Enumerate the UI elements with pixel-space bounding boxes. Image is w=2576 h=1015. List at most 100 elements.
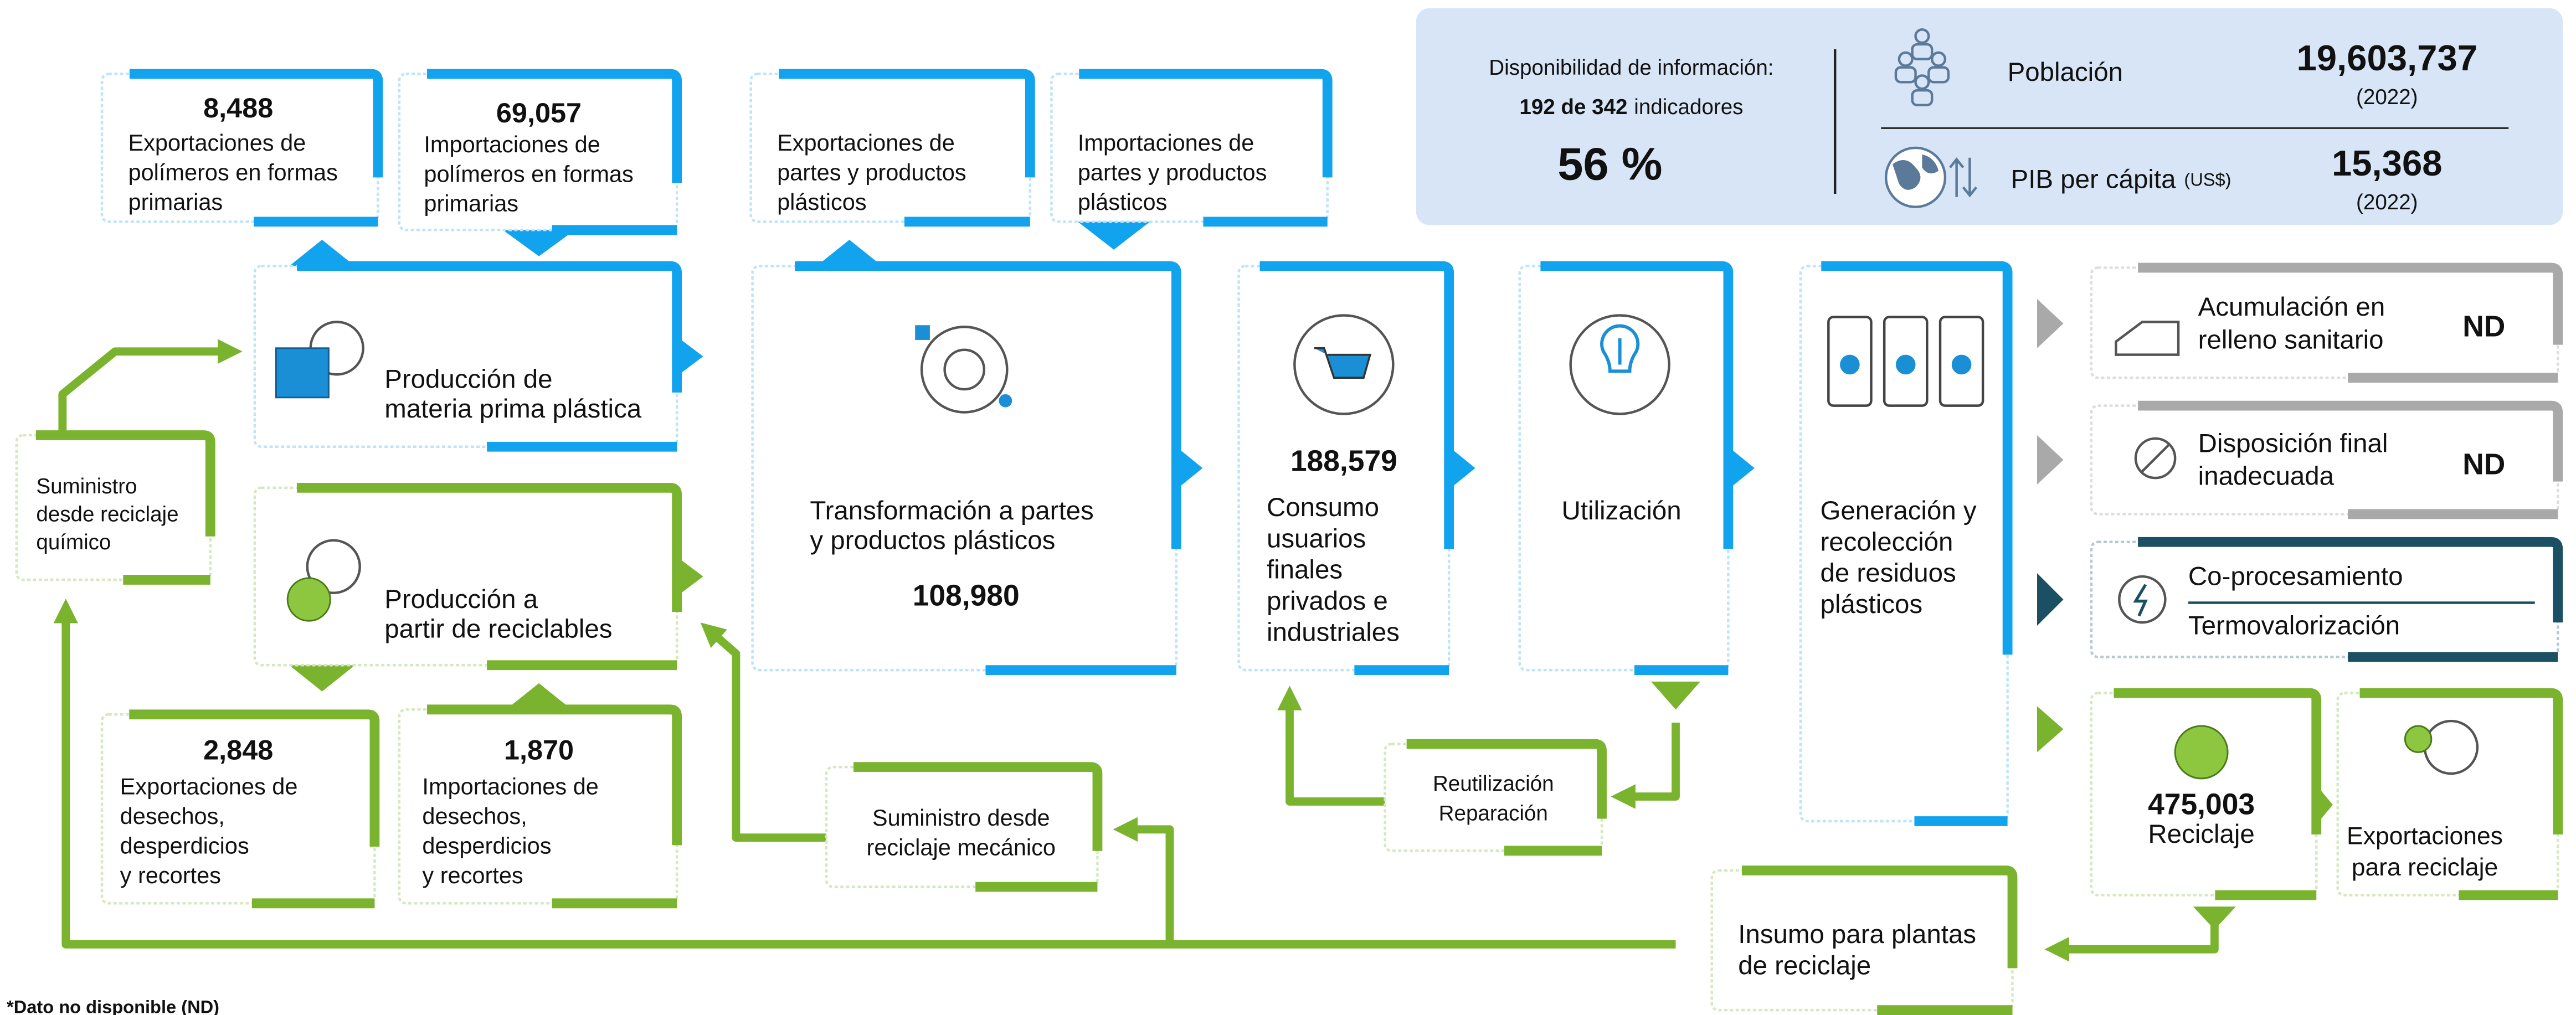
process-icon bbox=[943, 348, 986, 391]
info-label: Disponibilidad de información: bbox=[1489, 56, 1773, 80]
box-value: 69,057 bbox=[496, 97, 582, 128]
box-text: Co-procesamiento bbox=[2188, 562, 2403, 591]
box-text: privados e bbox=[1267, 586, 1388, 616]
box-text: Consumo bbox=[1267, 493, 1379, 522]
box-text: Suministro bbox=[36, 475, 137, 498]
box-accent bbox=[1406, 739, 1607, 819]
box-text: plásticos bbox=[1820, 590, 1922, 619]
process-icon bbox=[999, 394, 1012, 408]
cart-icon bbox=[1314, 347, 1372, 379]
box-accent bbox=[2138, 537, 2563, 623]
box-text: y recortes bbox=[422, 862, 523, 888]
box-accent bbox=[2138, 400, 2563, 482]
flow-arrow bbox=[53, 599, 1676, 949]
person-icon bbox=[1898, 51, 1914, 67]
box-text: desde reciclaje bbox=[36, 503, 178, 527]
gear-icon bbox=[306, 539, 361, 594]
person-icon bbox=[1927, 66, 1950, 84]
flow-arrow bbox=[58, 339, 243, 435]
gdp-year: (2022) bbox=[2356, 190, 2418, 214]
box-text: y recortes bbox=[120, 862, 221, 888]
process-icon bbox=[915, 325, 930, 340]
chevron bbox=[677, 557, 703, 596]
box-value: 2,848 bbox=[203, 734, 273, 766]
box-text: Insumo para plantas bbox=[1738, 920, 1976, 949]
box-text: de residuos bbox=[1820, 559, 1956, 588]
box-text: Exportaciones bbox=[2347, 822, 2503, 849]
box-accent bbox=[2138, 262, 2563, 345]
bin-icon bbox=[1951, 354, 1972, 375]
population-year: (2022) bbox=[2356, 85, 2418, 109]
box-accent bbox=[35, 430, 215, 537]
box-accent bbox=[1821, 261, 2013, 655]
box-accent bbox=[427, 704, 682, 846]
person-icon bbox=[1914, 28, 1930, 44]
box-accent bbox=[297, 261, 682, 393]
chevron bbox=[289, 240, 355, 266]
globe-icon bbox=[1892, 154, 1939, 190]
box-accent bbox=[779, 69, 1035, 178]
box-text: Producción a bbox=[384, 585, 538, 614]
box-text: Exportaciones de bbox=[120, 774, 298, 800]
recycle-icon bbox=[286, 577, 331, 622]
box-text: y productos plásticos bbox=[810, 525, 1055, 555]
flow-arrow bbox=[1113, 817, 1174, 945]
box-text: reciclaje mecánico bbox=[867, 834, 1056, 860]
gdp-unit: (US$) bbox=[2184, 169, 2231, 189]
box-text: Reciclaje bbox=[2148, 820, 2254, 849]
chevron bbox=[677, 337, 703, 377]
box-text: desperdicios bbox=[120, 832, 249, 858]
info-panel bbox=[1416, 8, 2563, 225]
box-text: usuarios bbox=[1267, 524, 1366, 553]
chevron bbox=[1077, 221, 1150, 250]
box-accent bbox=[1079, 69, 1333, 178]
bin-icon bbox=[1840, 354, 1860, 375]
flow-arrow bbox=[700, 622, 827, 842]
box-value: 475,003 bbox=[2148, 788, 2255, 821]
box-text: Utilización bbox=[1562, 496, 1682, 525]
box-text: de reciclaje bbox=[1738, 951, 1871, 981]
box-value: 8,488 bbox=[203, 92, 273, 123]
box-value: 108,980 bbox=[913, 580, 1020, 612]
box-accent bbox=[1742, 865, 2018, 968]
box-accent bbox=[129, 709, 380, 847]
box-text: materia prima plástica bbox=[384, 394, 642, 424]
percent: 56 % bbox=[1557, 138, 1662, 189]
population-label: Población bbox=[2008, 58, 2123, 87]
footnote: *Dato no disponible (ND) bbox=[7, 997, 219, 1015]
person-icon bbox=[1914, 74, 1930, 90]
process-icon bbox=[920, 326, 1009, 414]
chevron bbox=[1449, 446, 1475, 490]
chevron bbox=[1651, 681, 1700, 710]
box-text: primarias bbox=[128, 189, 223, 215]
gdp-value: 15,368 bbox=[2332, 143, 2443, 183]
box-text: Exportaciones de bbox=[128, 130, 306, 156]
box-text: Suministro desde bbox=[872, 805, 1050, 831]
indicators-count: 192 de 342 bbox=[1519, 95, 1627, 119]
box-text: desechos, bbox=[422, 803, 527, 829]
box-text: Importaciones de bbox=[422, 774, 598, 800]
chevron bbox=[2037, 298, 2064, 348]
box-accent bbox=[129, 69, 383, 178]
box-text: primarias bbox=[424, 190, 518, 217]
box-text: polímeros en formas bbox=[128, 159, 337, 185]
box-accent bbox=[1259, 261, 1454, 549]
chevron bbox=[816, 240, 882, 266]
box-accent bbox=[2359, 688, 2563, 835]
box bbox=[15, 434, 212, 581]
chevron bbox=[1728, 446, 1755, 490]
light-icon bbox=[1600, 324, 1640, 373]
chevron bbox=[2037, 435, 2064, 485]
indicators-unit: indicadores bbox=[1634, 95, 1743, 119]
box-text: desechos, bbox=[120, 803, 225, 829]
box-text: plásticos bbox=[1078, 189, 1168, 215]
bin-icon bbox=[1895, 354, 1916, 375]
chevron bbox=[502, 230, 575, 256]
chevron bbox=[2037, 706, 2064, 753]
box-text: Producción de bbox=[384, 365, 552, 394]
box-text: Termovalorización bbox=[2188, 611, 2400, 641]
box-text: Importaciones de bbox=[1078, 130, 1254, 156]
box-text: desperdicios bbox=[422, 832, 551, 858]
box-text: recolección bbox=[1820, 527, 1953, 557]
box-accent bbox=[795, 261, 1181, 549]
